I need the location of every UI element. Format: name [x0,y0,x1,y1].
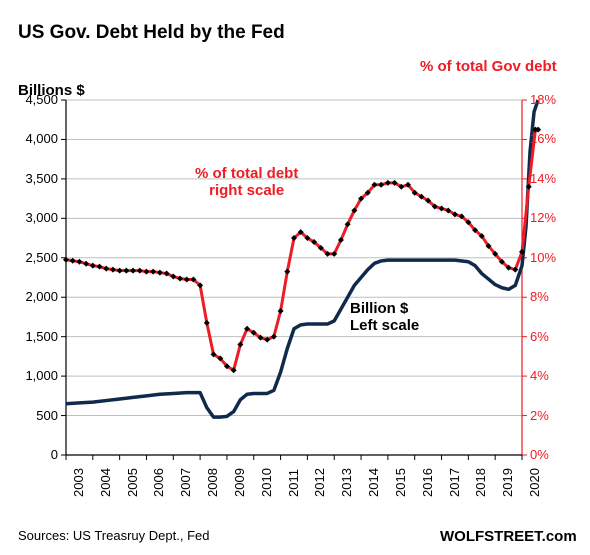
y-right-tick: 2% [530,408,549,423]
y-right-tick: 18% [530,92,556,107]
x-tick: 2012 [312,468,327,497]
annotation-billions: Billion $Left scale [350,300,419,335]
y-right-tick: 12% [530,210,556,225]
y-right-tick: 16% [530,131,556,146]
brand-text: WOLFSTREET.com [440,528,577,545]
y-left-tick: 0 [51,447,58,462]
y-right-tick: 10% [530,250,556,265]
x-tick: 2006 [151,468,166,497]
x-tick: 2003 [71,468,86,497]
sources-text: Sources: US Treasruy Dept., Fed [18,528,209,543]
y-right-tick: 0% [530,447,549,462]
x-tick: 2014 [366,468,381,497]
x-tick: 2007 [178,468,193,497]
x-tick: 2011 [286,469,301,497]
y-left-tick: 1,000 [25,368,58,383]
x-tick: 2005 [125,468,140,497]
y-right-tick: 8% [530,289,549,304]
y-left-tick: 2,500 [25,250,58,265]
x-tick: 2009 [232,468,247,497]
annotation-percent: % of total debtright scale [195,165,298,200]
x-tick: 2013 [339,468,354,497]
y-left-tick: 4,000 [25,131,58,146]
y-left-tick: 3,500 [25,171,58,186]
x-tick: 2017 [447,468,462,497]
x-tick: 2018 [473,468,488,497]
x-tick: 2004 [98,468,113,497]
debt-chart: US Gov. Debt Held by the Fed Billions $ … [0,0,590,555]
x-tick: 2010 [259,468,274,497]
y-right-tick: 6% [530,329,549,344]
x-tick: 2019 [500,468,515,497]
y-right-tick: 14% [530,171,556,186]
x-tick: 2015 [393,468,408,497]
x-tick: 2008 [205,468,220,497]
y-left-tick: 3,000 [25,210,58,225]
y-left-tick: 2,000 [25,289,58,304]
y-right-tick: 4% [530,368,549,383]
x-tick: 2016 [420,468,435,497]
x-tick: 2020 [527,468,542,497]
y-left-tick: 500 [36,408,58,423]
y-left-tick: 1,500 [25,329,58,344]
y-left-tick: 4,500 [25,92,58,107]
